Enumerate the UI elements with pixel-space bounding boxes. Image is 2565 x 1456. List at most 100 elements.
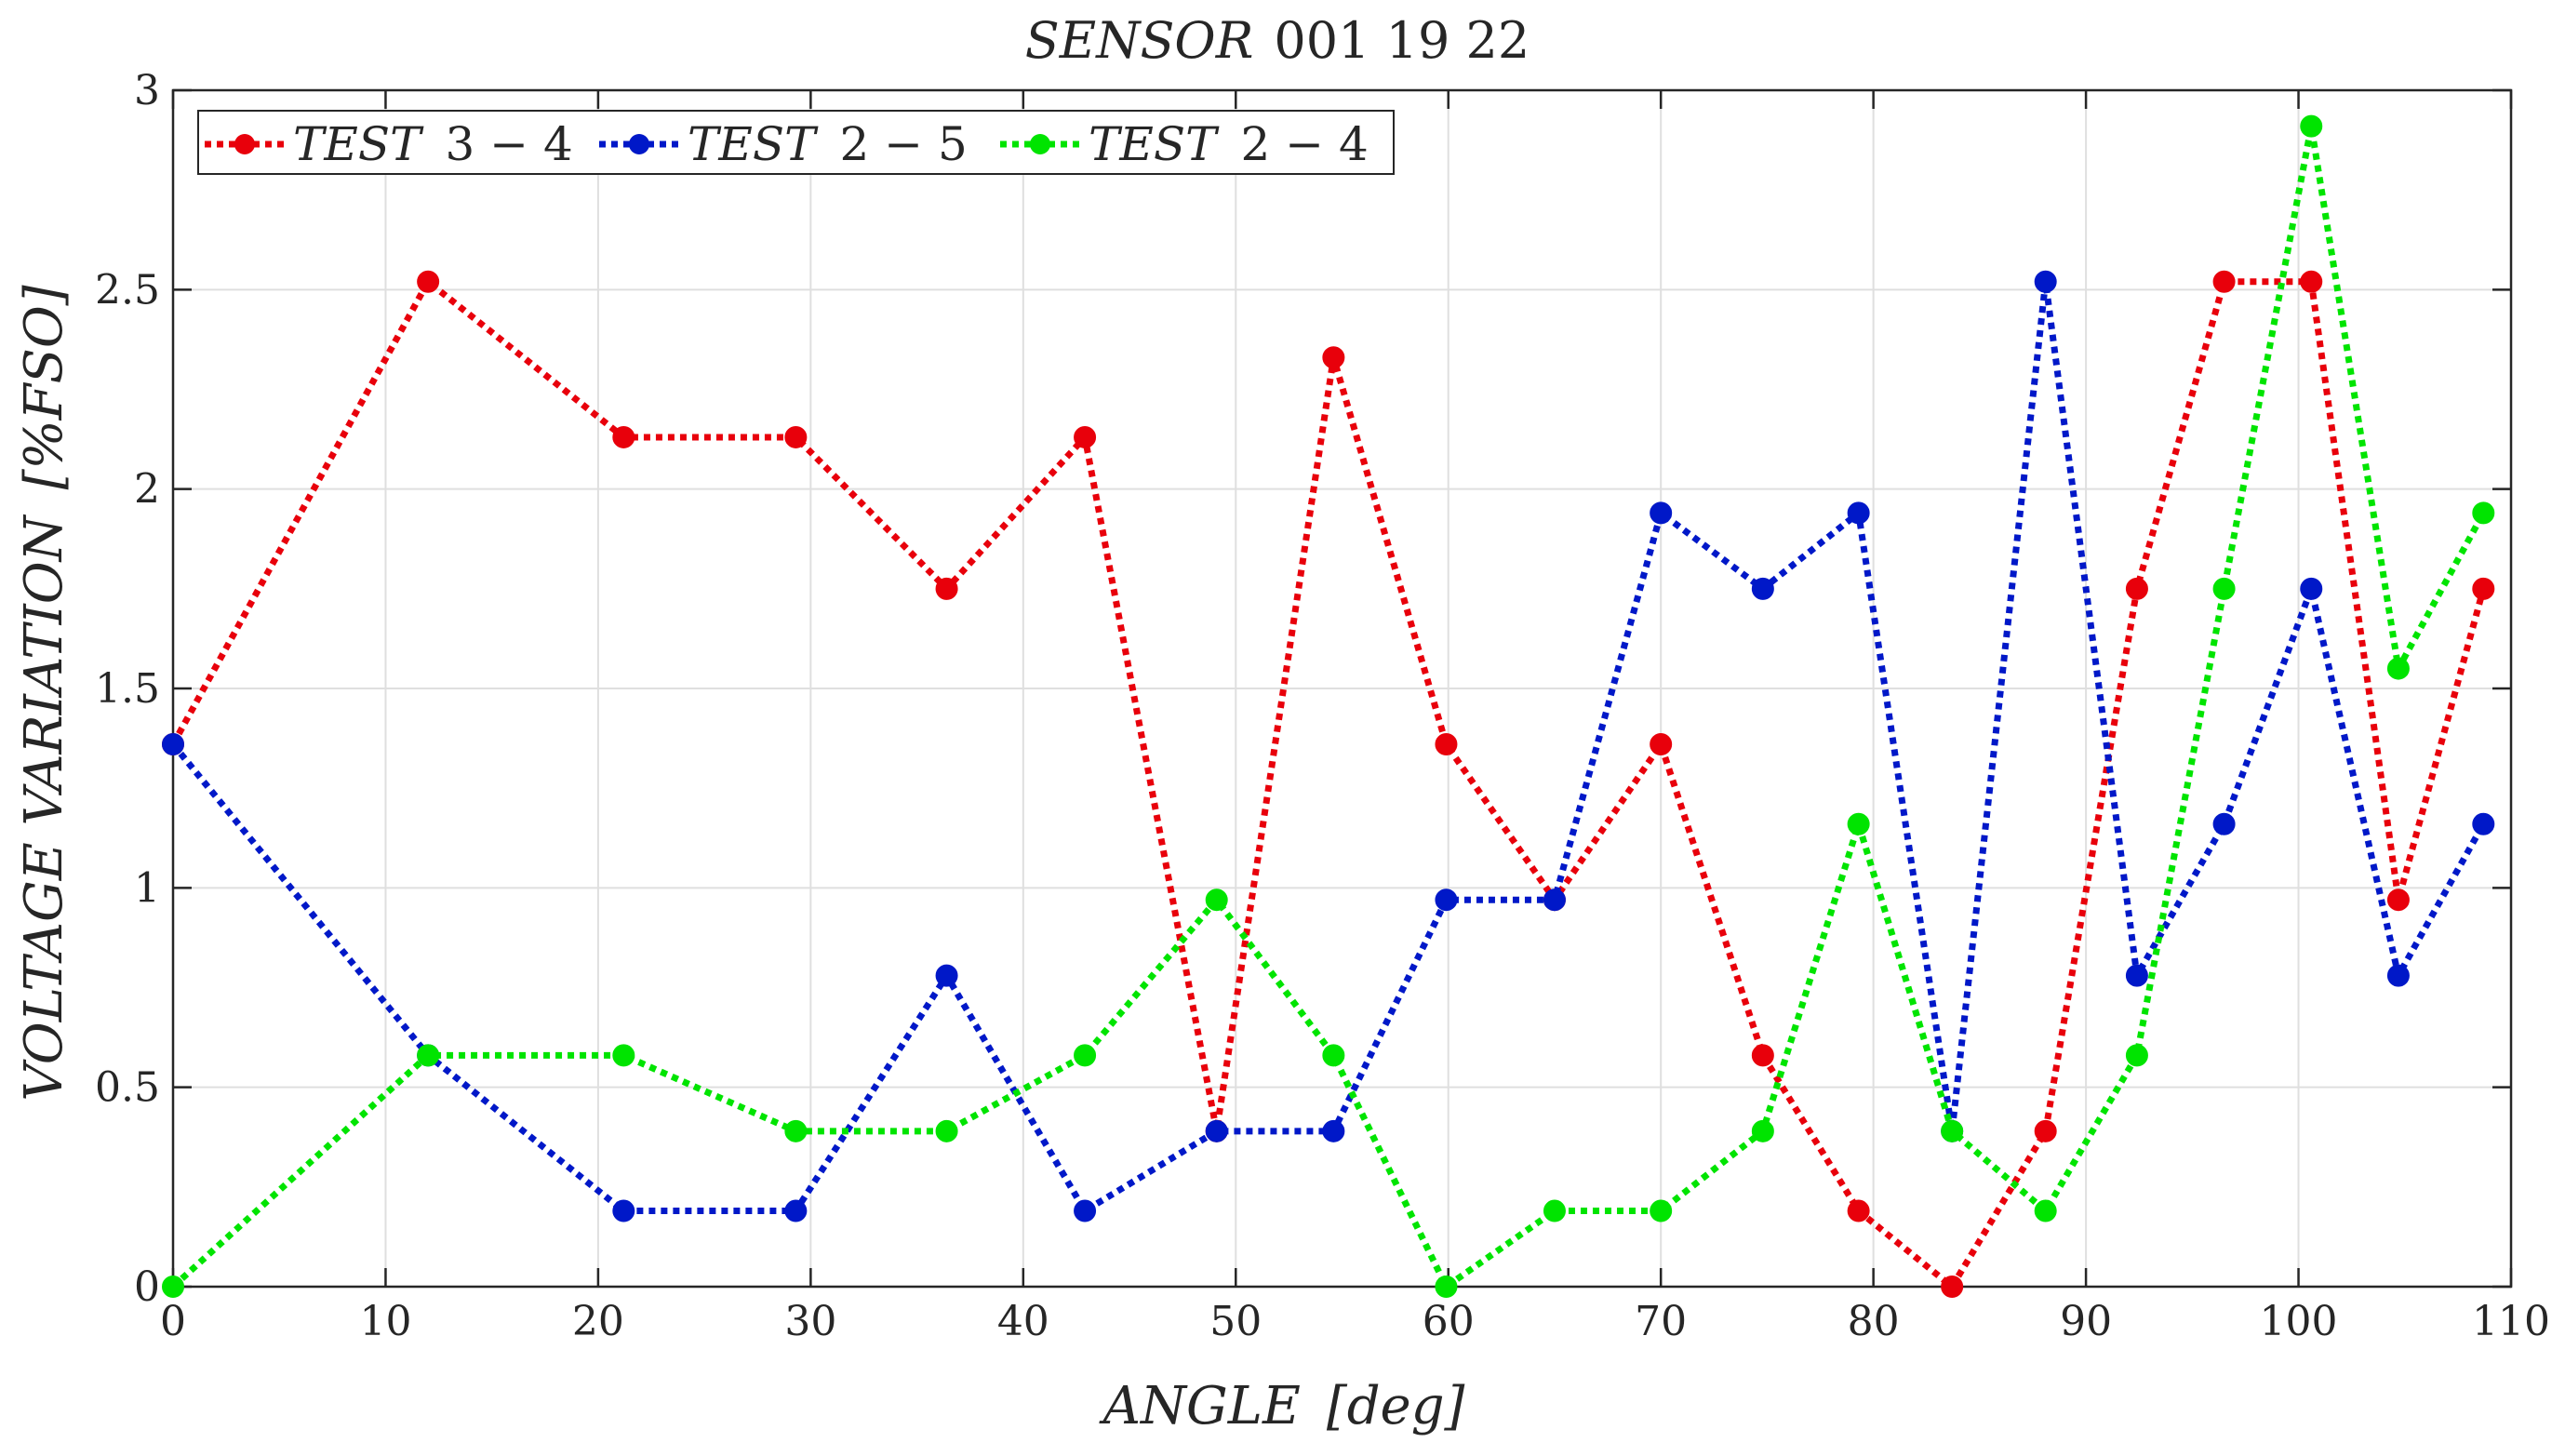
data-point (1435, 733, 1458, 756)
data-point (2125, 1044, 2148, 1067)
data-point (1650, 501, 1673, 525)
data-point (1322, 1044, 1345, 1067)
y-axis-label: VOLTAGE VARIATION [%FSO] (14, 285, 74, 1101)
data-point (2386, 888, 2410, 912)
x-tick-label: 80 (1848, 1298, 1900, 1345)
data-point (1205, 888, 1228, 912)
legend-label-value: 2 − 5 (839, 117, 967, 171)
data-point (1650, 733, 1673, 756)
data-point (1074, 1044, 1097, 1067)
data-point (612, 1044, 635, 1067)
data-point (784, 1199, 808, 1222)
series-3 (162, 114, 2495, 1298)
data-point (2125, 964, 2148, 987)
data-point (1322, 1119, 1345, 1142)
legend-label: TEST 2 − 4 (1089, 117, 1369, 171)
legend-item-3: TEST 2 − 4 (1000, 117, 1369, 171)
data-point (2212, 270, 2236, 293)
data-point (2125, 577, 2148, 600)
data-point (935, 964, 958, 987)
x-tick-label: 90 (2060, 1298, 2112, 1345)
data-point (784, 1119, 808, 1142)
data-point (2034, 1199, 2057, 1222)
series-lines (162, 114, 2495, 1298)
data-point (1751, 577, 1774, 600)
data-point (1322, 346, 1345, 369)
data-point (1435, 1276, 1458, 1298)
series-line (169, 278, 2487, 1290)
x-tick-label: 30 (784, 1298, 836, 1345)
legend-swatch-marker (1030, 134, 1050, 154)
legend-label-name: TEST (688, 117, 819, 171)
data-point (1941, 1119, 1964, 1142)
data-point (2472, 501, 2495, 525)
legend-label-name: TEST (293, 117, 424, 171)
data-point (2300, 114, 2323, 138)
data-point (935, 1119, 958, 1142)
data-point (784, 425, 808, 448)
x-axis-label-name: ANGLE (1099, 1376, 1301, 1436)
x-tick-label: 40 (997, 1298, 1049, 1345)
data-point (2300, 270, 2323, 293)
x-tick-label: 100 (2260, 1298, 2338, 1345)
data-point (2386, 964, 2410, 987)
data-point (1543, 1199, 1566, 1222)
legend-item-2: TEST 2 − 5 (599, 117, 968, 171)
x-tick-label: 0 (160, 1298, 186, 1345)
data-point (2472, 577, 2495, 600)
x-tick-label: 70 (1635, 1298, 1687, 1345)
data-point (1751, 1044, 1774, 1067)
data-point (2472, 812, 2495, 835)
series-line (170, 278, 2487, 1215)
data-point (1650, 1199, 1673, 1222)
data-point (1205, 1119, 1228, 1142)
series-line (170, 123, 2487, 1290)
data-point (162, 1276, 184, 1298)
data-point (417, 1044, 440, 1067)
x-axis-label-unit: [deg] (1327, 1376, 1465, 1436)
data-point (162, 733, 184, 756)
data-point (1074, 425, 1097, 448)
x-tick-label: 110 (2472, 1298, 2550, 1345)
data-point (2300, 577, 2323, 600)
legend-item-1: TEST 3 − 4 (205, 117, 573, 171)
x-tick-label: 10 (359, 1298, 411, 1345)
legend: TEST 3 − 4 TEST 2 − 5 TEST 2 − 4 (197, 110, 1395, 175)
legend-label-value: 2 − 4 (1240, 117, 1368, 171)
data-point (2212, 577, 2236, 600)
x-tick-label: 20 (572, 1298, 624, 1345)
legend-label-name: TEST (1089, 117, 1220, 171)
data-point (1435, 888, 1458, 912)
y-tick-label: 1 (134, 864, 160, 912)
y-tick-label: 1.5 (95, 665, 160, 713)
data-point (417, 270, 440, 293)
y-tick-label: 2 (134, 466, 160, 514)
y-axis-label-name: VOLTAGE VARIATION (14, 514, 74, 1101)
y-axis-label-unit: [%FSO] (14, 285, 74, 489)
axes (171, 88, 2513, 1289)
y-tick-label: 0.5 (95, 1064, 160, 1112)
data-point (1847, 812, 1870, 835)
data-point (2212, 812, 2236, 835)
data-point (2034, 270, 2057, 293)
legend-box (197, 110, 1395, 175)
legend-label-value: 3 − 4 (445, 117, 572, 171)
data-point (1847, 1199, 1870, 1222)
legend-swatch-marker (234, 134, 255, 154)
data-point (1751, 1119, 1774, 1142)
y-tick-label: 2.5 (95, 266, 160, 314)
data-point (1074, 1199, 1097, 1222)
chart-title-name: SENSOR (1025, 11, 1254, 70)
data-point (1543, 888, 1566, 912)
tick-labels: 0 10 20 30 40 50 60 70 80 90 100 110 0 0.5 1 1.5 2 2.5 3 (95, 67, 2550, 1345)
data-point (2034, 1119, 2057, 1142)
data-point (935, 577, 958, 600)
x-tick-label: 50 (1209, 1298, 1262, 1345)
y-tick-label: 0 (134, 1263, 160, 1311)
y-tick-label: 3 (134, 67, 160, 114)
data-point (612, 425, 635, 448)
x-tick-label: 60 (1423, 1298, 1475, 1345)
